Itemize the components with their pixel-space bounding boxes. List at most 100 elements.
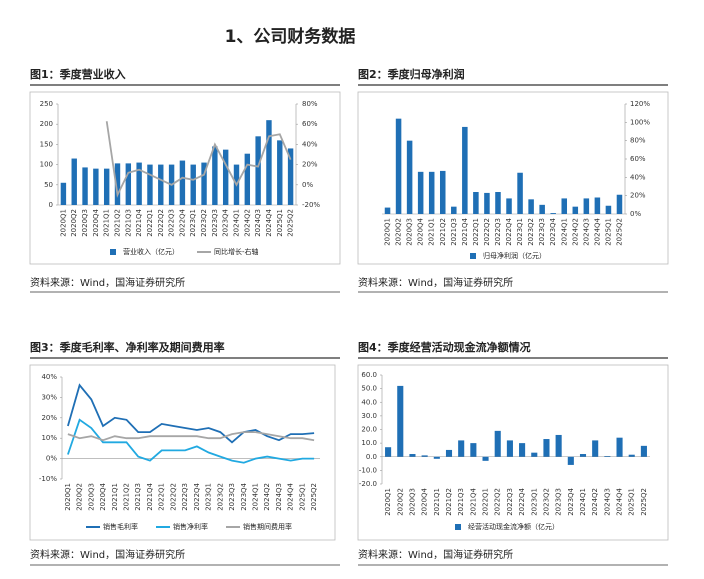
bar xyxy=(543,439,550,457)
x-tick-label: 2020Q3 xyxy=(408,488,416,516)
bar xyxy=(451,206,457,214)
x-tick-label: 2024Q2 xyxy=(243,209,251,237)
x-tick-label: 2024Q2 xyxy=(591,488,599,516)
bar xyxy=(384,207,391,214)
x-tick-label: 2023Q4 xyxy=(549,217,557,245)
y-tick-label: 40.0 xyxy=(361,398,377,406)
y-tick-label: 60.0 xyxy=(361,371,377,379)
x-tick-label: 2023Q4 xyxy=(567,487,575,515)
x-tick-label: 2024Q1 xyxy=(560,218,568,246)
y-tick-label: 20.0 xyxy=(361,426,377,434)
y-tick-label: 50 xyxy=(44,181,53,189)
x-tick-label: 2024Q1 xyxy=(579,488,587,516)
bar xyxy=(222,149,229,205)
legend-label: 销售毛利率 xyxy=(103,522,138,531)
legend-label: 归母净利润（亿元） xyxy=(483,251,546,260)
bar xyxy=(179,160,186,205)
x-tick-label: 2022Q2 xyxy=(494,488,502,516)
y-tick-label: 0.0 xyxy=(366,453,377,461)
x-tick-label: 2024Q1 xyxy=(252,483,260,511)
chart-frame xyxy=(29,91,341,265)
bar xyxy=(583,198,590,214)
bar xyxy=(433,456,440,459)
bar xyxy=(495,192,501,214)
y-tick-label: 30% xyxy=(41,393,57,401)
bar xyxy=(616,194,623,214)
y-tick-label: 250 xyxy=(40,100,53,108)
x-tick-label: 2023Q4 xyxy=(222,208,230,236)
x-tick-label: 2022Q4 xyxy=(505,217,513,245)
source-note: 资料来源：Wind，国海证券研究所 xyxy=(30,548,185,561)
figure-title: 图3：季度毛利率、净利率及期间费用率 xyxy=(30,340,225,354)
y-tick-label: 200 xyxy=(40,120,53,128)
y-tick-label: 40% xyxy=(41,373,57,381)
bar xyxy=(201,162,207,205)
bar xyxy=(494,430,501,457)
bar xyxy=(71,158,77,205)
y-tick-label: 120% xyxy=(630,100,650,108)
x-tick-label: 2020Q3 xyxy=(406,218,414,246)
bar xyxy=(572,206,579,214)
x-tick-label: 2020Q1 xyxy=(59,209,67,237)
x-tick-label: 2021Q1 xyxy=(433,488,441,516)
line xyxy=(67,383,315,444)
x-tick-label: 2024Q4 xyxy=(616,487,624,515)
legend-swatch xyxy=(470,253,476,259)
x-tick-label: 2020Q1 xyxy=(384,488,392,516)
bar xyxy=(397,385,404,457)
x-tick-label: 2020Q1 xyxy=(64,483,72,511)
x-tick-label: 2024Q2 xyxy=(263,483,271,511)
y2-tick-label: 80% xyxy=(302,100,318,108)
x-tick-label: 2021Q1 xyxy=(428,218,436,246)
bar xyxy=(395,118,402,214)
bar xyxy=(506,440,513,457)
chart-frame xyxy=(29,364,336,541)
x-tick-label: 2023Q2 xyxy=(216,483,224,511)
y-tick-label: 100 xyxy=(40,161,53,169)
x-tick-label: 2025Q2 xyxy=(640,488,648,516)
x-tick-label: 2022Q3 xyxy=(506,488,514,516)
chart-frame xyxy=(357,364,669,541)
bar xyxy=(458,440,465,457)
y-tick-label: 0 xyxy=(49,201,53,209)
bar xyxy=(528,199,534,214)
y-tick-label: 40% xyxy=(630,173,646,181)
x-tick-label: 2021Q2 xyxy=(439,218,447,246)
x-tick-label: 2020Q1 xyxy=(384,218,392,246)
bar xyxy=(484,192,490,214)
x-tick-label: 2025Q2 xyxy=(615,218,623,246)
bar xyxy=(561,198,568,214)
figure-title: 图4：季度经营活动现金流净额情况 xyxy=(358,340,531,354)
x-tick-label: 2021Q4 xyxy=(461,217,469,245)
y-tick-label: 20% xyxy=(41,414,57,422)
x-tick-label: 2023Q2 xyxy=(542,488,550,516)
x-tick-label: 2024Q3 xyxy=(603,488,611,516)
y2-tick-label: -20% xyxy=(302,201,320,209)
bar xyxy=(462,126,468,214)
y-tick-label: -10.0 xyxy=(359,466,377,474)
x-tick-label: 2023Q3 xyxy=(211,209,219,237)
x-tick-label: 2022Q4 xyxy=(518,487,526,515)
bar xyxy=(473,192,479,214)
x-tick-label: 2022Q4 xyxy=(178,208,186,236)
y2-tick-label: 0% xyxy=(302,181,313,189)
bar xyxy=(409,454,416,457)
chart-frame xyxy=(357,91,669,265)
x-tick-label: 2020Q2 xyxy=(70,209,78,237)
bar xyxy=(266,120,272,205)
x-tick-label: 2021Q1 xyxy=(103,209,111,237)
x-tick-label: 2024Q4 xyxy=(265,208,273,236)
line xyxy=(67,431,315,442)
figure-title: 图1：季度营业收入 xyxy=(30,67,126,81)
x-tick-label: 2022Q1 xyxy=(158,483,166,511)
bar xyxy=(255,136,261,205)
x-tick-label: 2021Q2 xyxy=(445,488,453,516)
bar xyxy=(385,447,392,457)
bar xyxy=(445,449,453,457)
y-tick-label: 20% xyxy=(630,192,646,200)
bar xyxy=(212,146,218,205)
x-tick-label: 2022Q2 xyxy=(483,218,491,246)
x-tick-label: 2020Q2 xyxy=(76,483,84,511)
y-tick-label: 10.0 xyxy=(361,439,377,447)
x-tick-label: 2025Q1 xyxy=(628,488,636,516)
